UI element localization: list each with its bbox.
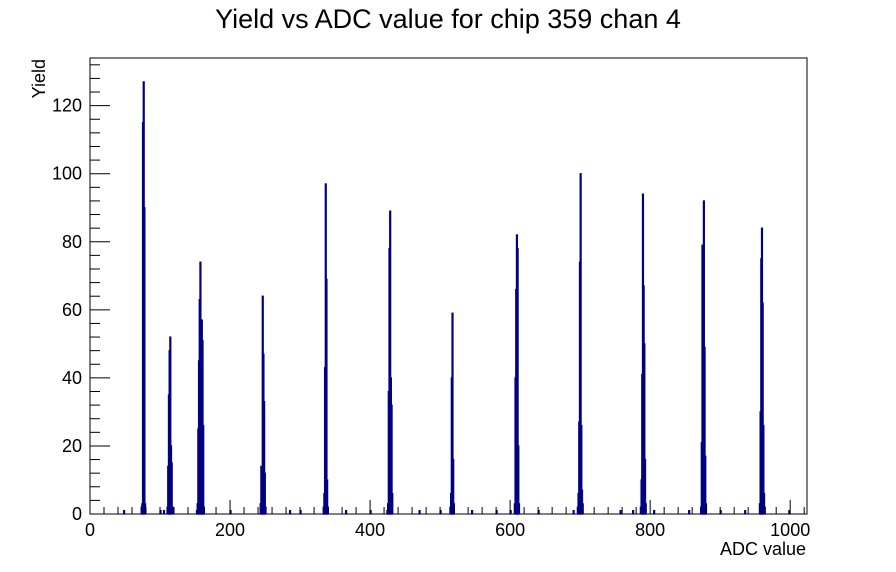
- x-tick-label: 0: [85, 520, 95, 540]
- histogram-bin: [162, 509, 166, 515]
- histogram-bin: [202, 506, 206, 515]
- histogram-bin: [581, 503, 584, 515]
- axis-ticks: 0 200 400 600 800 1000 0 20 40 60 80 100 120: [52, 64, 810, 540]
- x-axis-label: ADC value: [720, 539, 806, 559]
- x-tick-label: 600: [495, 520, 525, 540]
- histogram-bin: [471, 509, 474, 515]
- x-tick-label: 1000: [770, 520, 810, 540]
- y-tick-label: 40: [62, 368, 82, 388]
- histogram-bin: [123, 509, 126, 515]
- histogram-bin: [288, 509, 292, 515]
- x-tick-label: 200: [215, 520, 245, 540]
- histogram-bin: [763, 506, 766, 515]
- histogram-bin: [619, 509, 622, 515]
- y-tick-label: 100: [52, 164, 82, 184]
- y-tick-label: 60: [62, 300, 82, 320]
- plot-area-border: [89, 57, 808, 515]
- histogram-bin: [788, 509, 791, 515]
- plot-frame: [89, 57, 808, 515]
- histogram-bin: [202, 424, 205, 515]
- histogram-bin: [144, 503, 147, 515]
- histogram-bin: [418, 509, 421, 515]
- y-axis-label: Yield: [29, 59, 49, 98]
- x-tick-label: 800: [635, 520, 665, 540]
- y-tick-label: 0: [72, 504, 82, 524]
- histogram-bin: [170, 462, 173, 515]
- histogram-bin: [644, 503, 647, 515]
- histogram-bin: [653, 509, 656, 515]
- y-tick-label: 20: [62, 436, 82, 456]
- histogram-bin: [391, 492, 394, 515]
- histogram-bin: [344, 509, 348, 515]
- histogram-bin: [632, 509, 635, 515]
- histogram-bin: [264, 506, 267, 515]
- histogram-bin: [572, 509, 575, 515]
- x-tick-label: 400: [355, 520, 385, 540]
- histogram-bin: [171, 506, 174, 515]
- histogram-bin: [517, 503, 521, 515]
- histogram-bars: [123, 81, 791, 515]
- histogram-bin: [688, 509, 691, 515]
- y-tick-label: 120: [52, 96, 82, 116]
- histogram-bin: [143, 207, 146, 515]
- histogram-bin: [744, 509, 747, 515]
- chart-title: Yield vs ADC value for chip 359 chan 4: [215, 4, 681, 34]
- y-tick-label: 80: [62, 232, 82, 252]
- histogram-bin: [325, 278, 328, 515]
